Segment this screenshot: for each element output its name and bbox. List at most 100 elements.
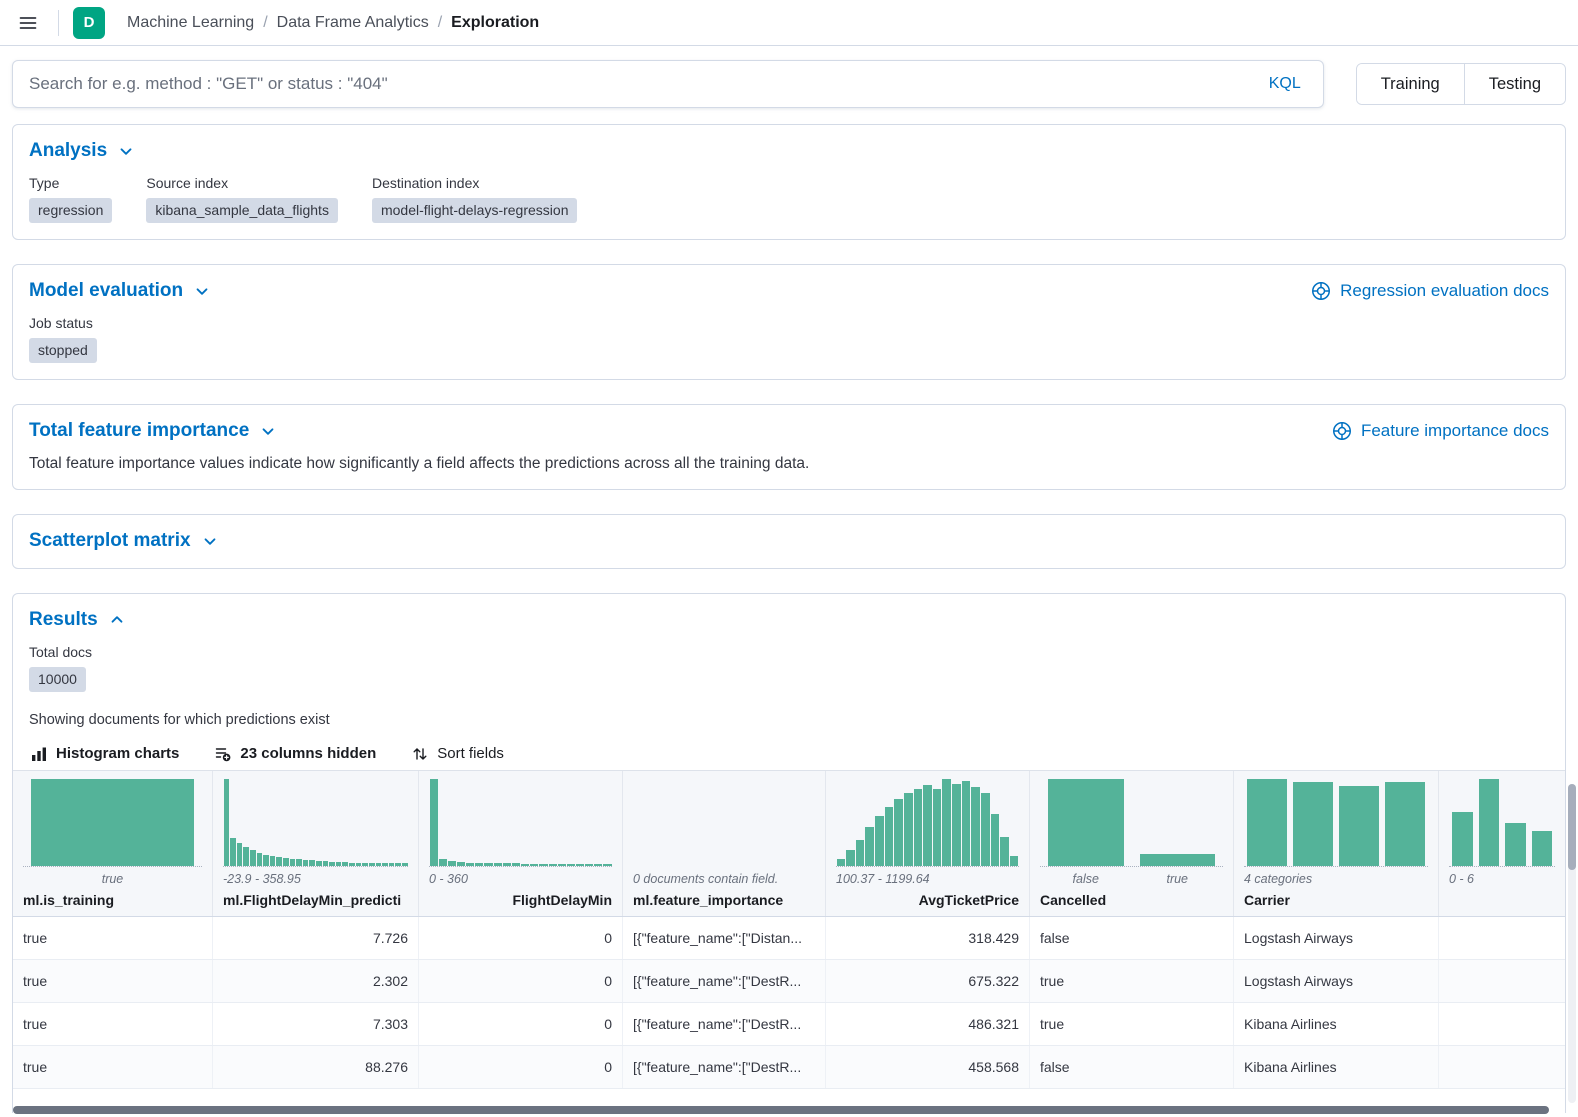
- vertical-scrollbar[interactable]: [1568, 784, 1576, 1103]
- cell-Cancelled[interactable]: false: [1030, 1046, 1234, 1088]
- analysis-section-toggle[interactable]: Analysis: [29, 140, 135, 162]
- column-name: ml.feature_importance: [633, 892, 784, 908]
- help-icon: [1332, 422, 1351, 440]
- cell-ml.is_training[interactable]: true: [13, 1046, 213, 1088]
- cell-Cancelled[interactable]: false: [1030, 917, 1234, 959]
- bar-chart-icon: [32, 747, 46, 761]
- cell-ml.feature_importance[interactable]: [{"feature_name":["DestR...: [623, 1046, 826, 1088]
- cell-ml.feature_importance[interactable]: [{"feature_name":["DestR...: [623, 960, 826, 1002]
- total-docs-field: Total docs 10000: [29, 644, 92, 692]
- results-panel: Results Total docs 10000 Showing documen…: [12, 593, 1566, 1113]
- cell-ml.is_training[interactable]: true: [13, 1003, 213, 1045]
- training-button[interactable]: Training: [1356, 64, 1464, 104]
- cell-Carrier[interactable]: Logstash Airways: [1234, 960, 1439, 1002]
- grid-toolbar: Histogram charts 23 columns hidden Sort …: [29, 743, 1549, 770]
- cell-Carrier[interactable]: Kibana Airlines: [1234, 1046, 1439, 1088]
- chevron-down-icon: [204, 538, 215, 545]
- histogram: [223, 779, 408, 867]
- cell-overflow[interactable]: [1439, 917, 1565, 959]
- breadcrumb-item[interactable]: Data Frame Analytics: [276, 13, 429, 31]
- histogram-charts-button[interactable]: Histogram charts: [31, 745, 179, 762]
- cell-AvgTicketPrice[interactable]: 458.568: [826, 1046, 1030, 1088]
- columns-hidden-button[interactable]: 23 columns hidden: [215, 745, 376, 762]
- cell-overflow[interactable]: [1439, 1003, 1565, 1045]
- results-section-toggle[interactable]: Results: [29, 609, 126, 631]
- help-icon: [1312, 282, 1331, 300]
- cell-overflow[interactable]: [1439, 1046, 1565, 1088]
- feature-importance-panel: Total feature importance Feature importa…: [12, 404, 1566, 490]
- model-evaluation-section-toggle[interactable]: Model evaluation: [29, 280, 211, 302]
- breadcrumb-item[interactable]: Exploration: [451, 13, 540, 31]
- column-header-ml.is_training[interactable]: true ml.is_training: [13, 771, 213, 916]
- histogram-range-label: 0 - 6: [1449, 872, 1475, 886]
- table-row: true 2.302 0 [{"feature_name":["DestR... 675…: [13, 960, 1565, 1003]
- regression-evaluation-docs-link[interactable]: Regression evaluation docs: [1311, 281, 1549, 301]
- analysis-panel: Analysis Type regression Source index kiban…: [12, 124, 1566, 240]
- cell-FlightDelayMin[interactable]: 0: [419, 960, 623, 1002]
- testing-button[interactable]: Testing: [1463, 64, 1565, 104]
- table-row: true 7.303 0 [{"feature_name":["DestR... 486…: [13, 1003, 1565, 1046]
- column-header-FlightDelayMin[interactable]: 0 - 360 FlightDelayMin: [419, 771, 623, 916]
- histogram-range-label: 0 documents contain field.: [633, 872, 779, 886]
- cell-overflow[interactable]: [1439, 960, 1565, 1002]
- cell-AvgTicketPrice[interactable]: 318.429: [826, 917, 1030, 959]
- job-status-label: Job status: [29, 315, 93, 331]
- search-placeholder: Search for e.g. method : "GET" or status…: [29, 74, 388, 93]
- chevron-up-icon: [111, 616, 123, 623]
- menu-button[interactable]: [12, 7, 44, 39]
- hamburger-icon: [19, 16, 37, 29]
- sort-icon: [413, 747, 427, 760]
- kql-button[interactable]: KQL: [1268, 75, 1301, 92]
- analysis-field: Source index kibana_sample_data_flights: [146, 175, 338, 223]
- cell-FlightDelayMin[interactable]: 0: [419, 1046, 623, 1088]
- cell-FlightDelayMin[interactable]: 0: [419, 917, 623, 959]
- cell-ml.is_training[interactable]: true: [13, 960, 213, 1002]
- table-row: true 88.276 0 [{"feature_name":["DestR... 45…: [13, 1046, 1565, 1089]
- analysis-field: Type regression: [29, 175, 113, 223]
- column-header-AvgTicketPrice[interactable]: 100.37 - 1199.64 AvgTicketPrice: [826, 771, 1030, 916]
- cell-Cancelled[interactable]: true: [1030, 960, 1234, 1002]
- feature-importance-section-toggle[interactable]: Total feature importance: [29, 420, 277, 442]
- cell-AvgTicketPrice[interactable]: 675.322: [826, 960, 1030, 1002]
- chevron-down-icon: [196, 288, 208, 295]
- cell-ml.FlightDelayMin_predicti[interactable]: 7.726: [213, 917, 419, 959]
- column-header-Carrier[interactable]: 4 categories Carrier: [1234, 771, 1439, 916]
- column-header-ml.FlightDelayMin_predicti[interactable]: -23.9 - 358.95 ml.FlightDelayMin_predicti: [213, 771, 419, 916]
- cell-ml.FlightDelayMin_predicti[interactable]: 7.303: [213, 1003, 419, 1045]
- breadcrumb-item[interactable]: Machine Learning: [127, 13, 255, 31]
- total-docs-badge: 10000: [29, 667, 86, 692]
- horizontal-scrollbar[interactable]: [13, 1106, 1565, 1114]
- cell-AvgTicketPrice[interactable]: 486.321: [826, 1003, 1030, 1045]
- feature-importance-title: Total feature importance: [29, 420, 250, 441]
- column-header-Cancelled[interactable]: false true Cancelled: [1030, 771, 1234, 916]
- cell-Cancelled[interactable]: true: [1030, 1003, 1234, 1045]
- column-name: AvgTicketPrice: [918, 892, 1019, 908]
- cell-ml.is_training[interactable]: true: [13, 917, 213, 959]
- cell-ml.feature_importance[interactable]: [{"feature_name":["Distan...: [623, 917, 826, 959]
- histogram: [836, 779, 1019, 867]
- column-name: Carrier: [1244, 892, 1290, 908]
- search-input[interactable]: Search for e.g. method : "GET" or status…: [12, 60, 1324, 108]
- grid-body: true 7.726 0 [{"feature_name":["Distan... 31…: [13, 917, 1565, 1089]
- cell-ml.feature_importance[interactable]: [{"feature_name":["DestR...: [623, 1003, 826, 1045]
- scatterplot-section-toggle[interactable]: Scatterplot matrix: [29, 530, 219, 552]
- column-header-ml.feature_importance[interactable]: 0 documents contain field. ml.feature_imp…: [623, 771, 826, 916]
- cell-ml.FlightDelayMin_predicti[interactable]: 88.276: [213, 1046, 419, 1088]
- job-status-badge: stopped: [29, 338, 97, 363]
- feature-importance-docs-link[interactable]: Feature importance docs: [1332, 421, 1549, 441]
- cell-ml.FlightDelayMin_predicti[interactable]: 2.302: [213, 960, 419, 1002]
- space-avatar[interactable]: D: [73, 6, 105, 39]
- grid-header-row: true ml.is_training -23.9 - 358.95 ml.Fligh…: [13, 771, 1565, 917]
- column-header-overflow[interactable]: 0 - 6: [1439, 771, 1565, 916]
- analysis-fields: Type regression Source index kibana_sample_…: [29, 175, 1549, 223]
- horizontal-scrollbar-thumb[interactable]: [13, 1106, 1550, 1114]
- histogram-range-label: false true: [1072, 872, 1189, 886]
- model-evaluation-panel: Model evaluation Regression evaluation d…: [12, 264, 1566, 380]
- cell-Carrier[interactable]: Logstash Airways: [1234, 917, 1439, 959]
- vertical-scrollbar-thumb[interactable]: [1568, 784, 1576, 870]
- cell-Carrier[interactable]: Kibana Airlines: [1234, 1003, 1439, 1045]
- field-value-badge: regression: [29, 198, 113, 223]
- analysis-field: Destination index model-flight-delays-reg…: [371, 175, 578, 223]
- cell-FlightDelayMin[interactable]: 0: [419, 1003, 623, 1045]
- sort-fields-button[interactable]: Sort fields: [412, 745, 504, 762]
